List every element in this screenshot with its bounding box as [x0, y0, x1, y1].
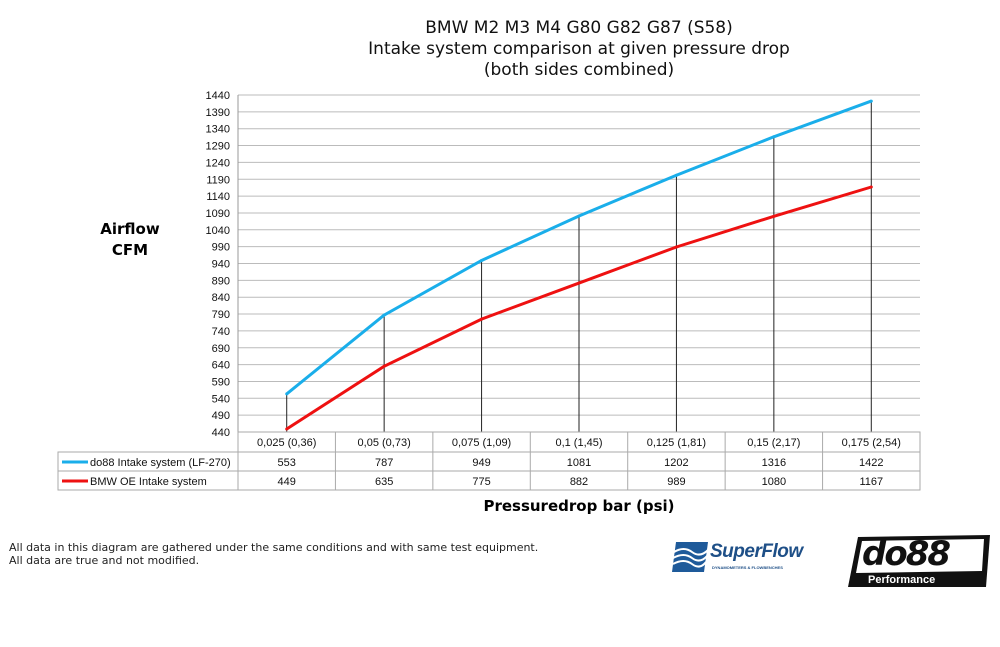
- data-point: [674, 173, 678, 177]
- superflow-subtitle: DYNAMOMETERS & FLOWBENCHES: [712, 565, 783, 570]
- superflow-logo: SuperFlow DYNAMOMETERS & FLOWBENCHES: [670, 540, 820, 574]
- table-cell: 882: [570, 476, 588, 488]
- table-cell: 1202: [664, 457, 688, 469]
- data-point: [285, 392, 289, 396]
- data-point: [382, 364, 386, 368]
- table-cell: 989: [667, 476, 685, 488]
- y-tick-label: 1440: [206, 90, 230, 102]
- table-cell: 787: [375, 457, 393, 469]
- do88-wordmark: do88: [862, 534, 951, 574]
- y-tick-label: 1040: [206, 225, 230, 237]
- data-point: [674, 245, 678, 249]
- y-axis-label-line-2: CFM: [111, 241, 149, 259]
- data-point: [772, 135, 776, 139]
- do88-badge: [848, 535, 990, 587]
- title-line-3: (both sides combined): [483, 60, 675, 80]
- y-tick-label: 1240: [206, 157, 230, 169]
- data-point: [577, 214, 581, 218]
- disclaimer: All data in this diagram are gathered un…: [9, 541, 538, 567]
- table-cell: 1316: [762, 457, 786, 469]
- title-line-2: Intake system comparison at given pressu…: [368, 39, 790, 59]
- table-cell: 553: [278, 457, 296, 469]
- table-cell: 1081: [567, 457, 591, 469]
- y-tick-label: 1090: [206, 208, 230, 220]
- x-tick-label: 0,075 (1,09): [452, 437, 511, 449]
- y-axis-label-line-1: Airflow: [100, 220, 160, 238]
- table-cell: 775: [472, 476, 490, 488]
- data-point: [480, 317, 484, 321]
- y-tick-label: 940: [212, 259, 230, 271]
- x-tick-label: 0,025 (0,36): [257, 437, 316, 449]
- x-tick-label: 0,125 (1,81): [647, 437, 706, 449]
- table-cell: 635: [375, 476, 393, 488]
- y-axis-label: Airflow CFM: [92, 219, 168, 261]
- chart-title: BMW M2 M3 M4 G80 G82 G87 (S58) Intake sy…: [238, 18, 920, 81]
- y-tick-label: 1190: [206, 174, 230, 186]
- do88-subtitle: Performance: [868, 574, 936, 586]
- data-point: [869, 99, 873, 103]
- data-point: [772, 214, 776, 218]
- y-tick-label: 590: [212, 376, 230, 388]
- disclaimer-line-1: All data in this diagram are gathered un…: [9, 541, 539, 554]
- y-tick-label: 740: [212, 326, 230, 338]
- data-point: [382, 313, 386, 317]
- legend-label: BMW OE Intake system: [90, 476, 207, 488]
- disclaimer-line-2: All data are true and not modified.: [9, 554, 200, 567]
- x-tick-label: 0,175 (2,54): [842, 437, 901, 449]
- y-tick-label: 690: [212, 343, 230, 355]
- y-tick-label: 540: [212, 393, 230, 405]
- data-point: [285, 427, 289, 431]
- y-tick-label: 640: [212, 360, 230, 372]
- x-axis-label: Pressuredrop bar (psi): [483, 497, 675, 515]
- legend-label: do88 Intake system (LF-270): [90, 457, 231, 469]
- title-line-1: BMW M2 M3 M4 G80 G82 G87 (S58): [425, 18, 733, 38]
- table-cell: 449: [278, 476, 296, 488]
- superflow-wave-icon: [672, 542, 709, 572]
- x-tick-label: 0,15 (2,17): [747, 437, 800, 449]
- data-point: [480, 258, 484, 262]
- y-tick-label: 790: [212, 309, 230, 321]
- y-tick-label: 490: [212, 410, 230, 422]
- table-cell: 1080: [762, 476, 786, 488]
- y-tick-label: 890: [212, 275, 230, 287]
- y-tick-label: 440: [212, 427, 230, 439]
- y-tick-label: 1290: [206, 141, 230, 153]
- y-tick-label: 1140: [206, 191, 230, 203]
- superflow-wordmark: SuperFlow: [710, 541, 803, 562]
- y-tick-label: 1340: [206, 124, 230, 136]
- x-tick-label: 0,05 (0,73): [358, 437, 411, 449]
- y-tick-label: 1390: [206, 107, 230, 119]
- y-tick-label: 990: [212, 242, 230, 254]
- table-cell: 1167: [859, 476, 883, 488]
- data-point: [869, 185, 873, 189]
- y-tick-label: 840: [212, 292, 230, 304]
- data-point: [577, 281, 581, 285]
- table-cell: 949: [472, 457, 490, 469]
- do88-logo: do88 Performance: [848, 535, 990, 587]
- x-tick-label: 0,1 (1,45): [555, 437, 602, 449]
- table-cell: 1422: [859, 457, 883, 469]
